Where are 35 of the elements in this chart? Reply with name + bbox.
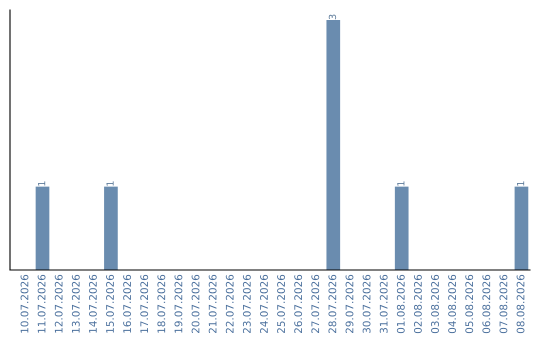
- data-label: 3: [328, 14, 336, 20]
- x-tick-label: 30.07.2026: [362, 274, 371, 334]
- x-tick-label: 05.08.2026: [465, 274, 474, 334]
- x-tick-label: 21.07.2026: [208, 274, 217, 334]
- x-tick-label: 22.07.2026: [226, 274, 234, 334]
- x-tick-label: 11.07.2026: [38, 274, 46, 333]
- x-tick-label: 06.08.2026: [482, 274, 490, 334]
- data-label: 1: [397, 181, 404, 186]
- x-tick-label: 18.07.2026: [157, 274, 166, 333]
- x-tick-label: 25.07.2026: [277, 274, 285, 334]
- x-tick-label: 13.07.2026: [72, 274, 80, 333]
- x-tick-label: 03.08.2026: [431, 274, 439, 334]
- x-tick-label: 23.07.2026: [242, 274, 251, 334]
- x-tick-label: 28.07.2026: [328, 274, 336, 334]
- x-tick-label: 31.07.2026: [380, 274, 388, 334]
- x-tick-label: 17.07.2026: [140, 274, 148, 333]
- x-tick-label: 04.08.2026: [448, 274, 456, 334]
- x-tick-label: 12.07.2026: [54, 274, 63, 333]
- x-tick-label: 20.07.2026: [192, 274, 200, 334]
- x-tick-label: 07.08.2026: [499, 274, 508, 334]
- x-tick-label: 29.07.2026: [346, 274, 354, 334]
- x-tick-label: 08.08.2026: [516, 274, 524, 334]
- x-tick-label: 02.08.2026: [414, 274, 422, 334]
- data-label: 1: [38, 181, 46, 186]
- x-tick-label: 26.07.2026: [294, 274, 302, 334]
- x-tick-label: 16.07.2026: [123, 274, 132, 333]
- x-tick-label: 27.07.2026: [311, 274, 320, 334]
- x-tick-label: 19.07.2026: [174, 274, 182, 333]
- data-label: 1: [517, 181, 524, 186]
- x-tick-label: 24.07.2026: [260, 274, 268, 334]
- x-tick-label: 10.07.2026: [20, 274, 28, 333]
- x-tick-label: 15.07.2026: [106, 274, 114, 333]
- x-tick-label: 01.08.2026: [396, 274, 405, 334]
- data-label: 1: [106, 181, 114, 186]
- x-tick-label: 14.07.2026: [88, 274, 97, 333]
